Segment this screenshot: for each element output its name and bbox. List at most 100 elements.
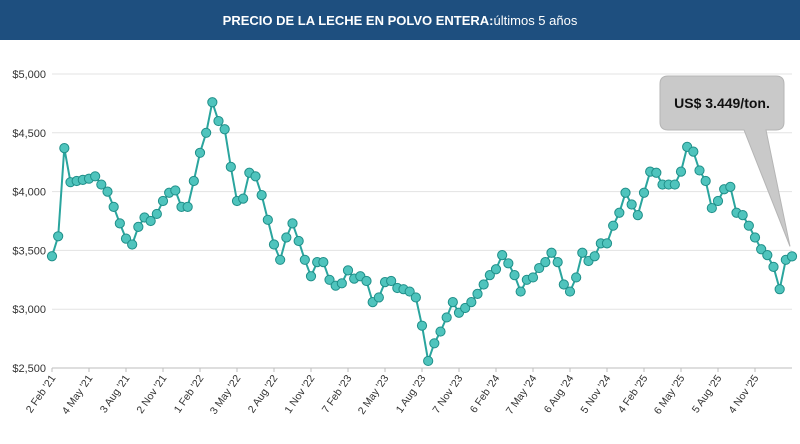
x-tick-label: 2 Nov '21 [134,373,169,416]
data-point [361,275,372,287]
data-point [527,272,539,283]
data-point [688,146,699,157]
data-point [620,187,631,198]
data-point [638,187,650,198]
data-point [743,220,754,231]
data-point [571,272,582,283]
data-point [46,251,58,262]
data-point [774,284,785,295]
data-point [151,208,162,220]
data-point [268,239,280,250]
x-tick-label: 3 Aug '21 [98,373,133,416]
data-point [96,179,107,190]
data-point [416,320,428,331]
data-point [275,254,286,265]
data-point [608,220,619,231]
data-point [515,286,526,297]
data-point [441,312,452,323]
data-point [435,326,446,337]
x-tick-label: 1 Feb '22 [172,373,207,416]
data-point [336,278,347,289]
data-point [90,171,101,182]
data-point [114,218,125,229]
y-tick-label: $3,000 [12,304,46,316]
x-tick-label: 1 Nov '22 [282,373,317,416]
data-point [194,147,206,158]
data-point [589,251,600,262]
x-tick-label: 6 May '25 [652,373,688,417]
data-point [299,254,310,265]
chart-title-bar: PRECIO DE LA LECHE EN POLVO ENTERA: últi… [0,0,800,40]
data-point [490,264,502,275]
data-point [632,210,643,221]
data-point [170,185,181,196]
x-tick-label: 1 Aug '23 [394,373,429,416]
chart-title-normal: últimos 5 años [493,12,578,28]
data-point [324,274,335,285]
data-point [749,232,761,243]
y-tick-label: $2,500 [12,363,46,375]
data-point [466,297,477,308]
x-tick-label: 3 May '22 [208,373,244,417]
data-point [102,186,113,197]
data-point [133,221,144,232]
data-point [404,286,415,297]
x-tick-label: 4 Nov '25 [726,373,761,416]
x-tick-label: 2 Aug '22 [246,373,281,416]
data-point [59,142,70,154]
data-point [305,271,317,282]
data-point [127,239,138,250]
data-point [786,251,798,262]
callout-bubble [659,75,791,247]
data-point [540,257,551,268]
x-tick-label: 2 Feb '21 [24,373,59,416]
data-point [145,215,156,227]
data-point [373,292,384,303]
data-point [447,297,458,308]
data-point [213,115,224,127]
data-point [497,250,508,261]
data-point [756,244,767,255]
data-point [577,247,588,258]
data-point [238,193,249,204]
callout-label: US$ 3.449/ton. [674,95,770,111]
x-tick-label: 7 Feb '23 [320,373,355,416]
data-point [429,338,440,349]
x-tick-label: 6 Aug '24 [542,373,577,416]
data-point [182,201,193,212]
y-tick-label: $4,500 [12,128,46,140]
data-point [410,292,421,303]
data-point [472,288,483,300]
data-point [219,124,230,135]
x-tick-label: 5 Nov '24 [578,373,613,416]
data-point [423,355,434,367]
data-point [262,214,273,225]
data-point [601,238,613,249]
data-point [552,257,563,268]
data-point [614,207,625,218]
data-point [651,167,662,178]
x-tick-label: 5 Aug '25 [690,373,725,416]
y-tick-label: $5,000 [12,69,46,81]
data-point [762,250,773,261]
price-line-chart: $2,500 $3,000 $3,500 $4,000 $4,500 $5,000 2 F… [12,69,798,417]
data-point [503,258,514,269]
x-tick-label: 7 May '24 [504,373,540,417]
data-point [256,190,267,201]
data-point [712,195,724,207]
data-point [768,261,779,272]
data-point [694,165,705,176]
data-point [225,161,236,173]
data-point [558,279,569,290]
price-callout: US$ 3.449/ton. [659,75,791,247]
data-point [460,302,471,314]
data-point [484,269,495,281]
x-tick-label: 2 May '23 [356,373,392,417]
data-point [157,195,169,207]
data-point [188,175,199,187]
series-group [46,97,798,367]
data-point [386,275,397,287]
data-point [725,181,736,192]
data-point [626,199,637,210]
data-point [534,262,545,274]
